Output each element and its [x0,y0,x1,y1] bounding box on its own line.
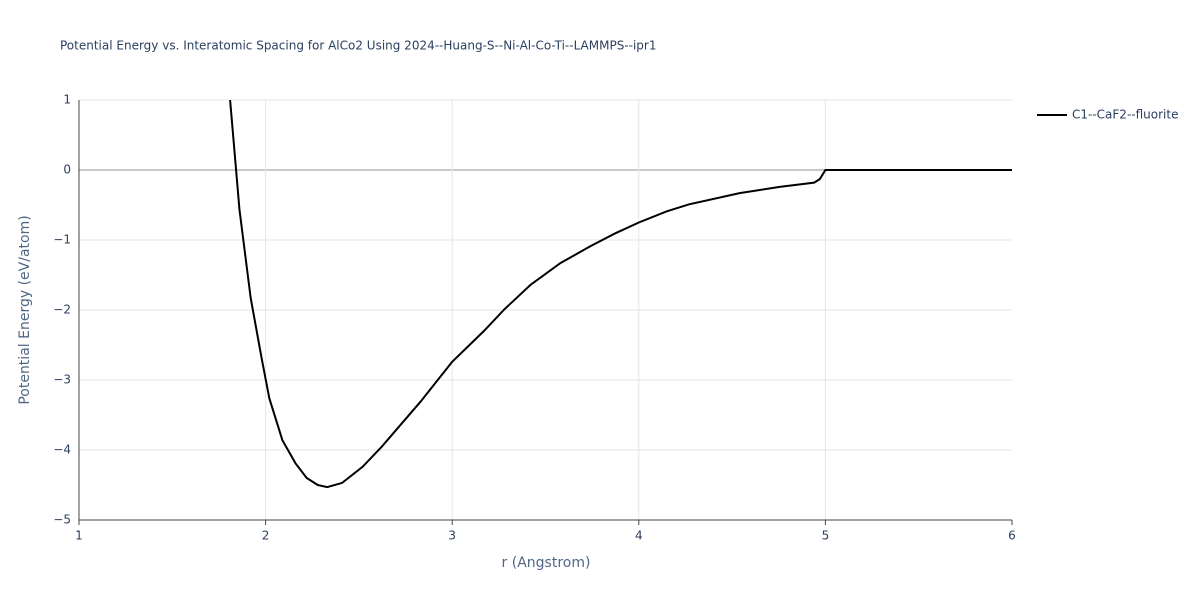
data-line [229,100,1012,489]
y-tick-label: 0 [63,163,71,177]
x-tick-label: 5 [822,529,830,543]
chart-title: Potential Energy vs. Interatomic Spacing… [60,39,656,53]
x-tick-label: 1 [75,529,83,543]
y-tick-label: −5 [53,513,71,527]
y-tick-label: 1 [63,93,71,107]
x-tick-label: 2 [262,529,270,543]
y-tick-label: −2 [53,303,71,317]
y-tick-label: −4 [53,443,71,457]
x-axis-title: r (Angstrom) [502,555,591,571]
x-tick-label: 3 [448,529,456,543]
legend-label: C1--CaF2--fluorite [1072,108,1178,122]
y-tick-label: −1 [53,233,71,247]
y-tick-label: −3 [53,373,71,387]
x-tick-label: 4 [635,529,643,543]
y-axis-title: Potential Energy (eV/atom) [17,215,33,404]
x-tick-label: 6 [1008,529,1016,543]
